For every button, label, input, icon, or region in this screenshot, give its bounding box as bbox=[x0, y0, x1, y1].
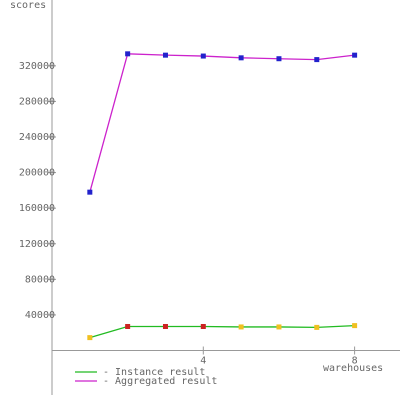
marker bbox=[162, 323, 168, 329]
y-tick-label: 80000 bbox=[25, 274, 55, 285]
marker bbox=[352, 323, 358, 329]
y-axis-label: scores bbox=[10, 0, 46, 11]
y-tick-label: 160000 bbox=[19, 203, 55, 214]
y-tick-label: 280000 bbox=[19, 96, 55, 107]
x-tick-label: 4 bbox=[200, 356, 206, 367]
x-tick-label: 8 bbox=[352, 356, 358, 367]
marker bbox=[200, 53, 206, 59]
marker bbox=[314, 57, 320, 63]
y-tick-label: 40000 bbox=[25, 310, 55, 321]
y-tick-label: 320000 bbox=[19, 61, 55, 72]
marker bbox=[87, 335, 93, 341]
marker bbox=[238, 324, 244, 330]
marker bbox=[276, 56, 282, 62]
marker bbox=[125, 51, 131, 57]
x-axis-label: warehouses bbox=[323, 363, 383, 374]
marker bbox=[238, 55, 244, 61]
marker bbox=[162, 52, 168, 58]
marker bbox=[314, 324, 320, 330]
marker bbox=[352, 52, 358, 58]
y-tick-label: 200000 bbox=[19, 168, 55, 179]
marker bbox=[125, 323, 131, 329]
legend-label: - Aggregated result bbox=[103, 376, 217, 387]
y-tick-label: 240000 bbox=[19, 132, 55, 143]
series-line bbox=[89, 324, 355, 339]
series-line bbox=[89, 53, 355, 193]
marker bbox=[276, 324, 282, 330]
marker bbox=[200, 323, 206, 329]
y-tick-label: 120000 bbox=[19, 239, 55, 250]
legend-label: - Instance result bbox=[103, 367, 205, 378]
marker bbox=[87, 189, 93, 195]
